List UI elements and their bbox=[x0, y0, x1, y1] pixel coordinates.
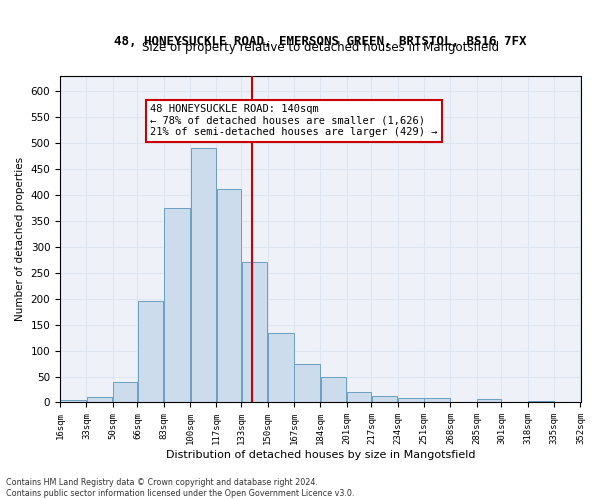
Bar bbox=[242, 262, 267, 402]
Bar bbox=[113, 382, 137, 402]
Bar bbox=[477, 400, 501, 402]
Bar bbox=[372, 396, 397, 402]
Bar bbox=[320, 376, 346, 402]
Bar bbox=[164, 208, 190, 402]
Bar bbox=[528, 401, 554, 402]
Text: Contains HM Land Registry data © Crown copyright and database right 2024.
Contai: Contains HM Land Registry data © Crown c… bbox=[6, 478, 355, 498]
Bar bbox=[217, 189, 241, 402]
Text: 48 HONEYSUCKLE ROAD: 140sqm
← 78% of detached houses are smaller (1,626)
21% of : 48 HONEYSUCKLE ROAD: 140sqm ← 78% of det… bbox=[150, 104, 437, 138]
Y-axis label: Number of detached properties: Number of detached properties bbox=[15, 157, 25, 321]
Bar bbox=[191, 148, 216, 402]
Bar bbox=[61, 400, 86, 402]
Bar bbox=[347, 392, 371, 402]
Bar bbox=[398, 398, 424, 402]
Bar bbox=[87, 398, 112, 402]
Bar bbox=[138, 302, 163, 402]
Bar bbox=[424, 398, 450, 402]
X-axis label: Distribution of detached houses by size in Mangotsfield: Distribution of detached houses by size … bbox=[166, 450, 475, 460]
Bar bbox=[268, 334, 293, 402]
Bar bbox=[295, 364, 320, 403]
Text: 48, HONEYSUCKLE ROAD, EMERSONS GREEN, BRISTOL, BS16 7FX: 48, HONEYSUCKLE ROAD, EMERSONS GREEN, BR… bbox=[114, 35, 527, 48]
Title: Size of property relative to detached houses in Mangotsfield: Size of property relative to detached ho… bbox=[142, 40, 499, 54]
